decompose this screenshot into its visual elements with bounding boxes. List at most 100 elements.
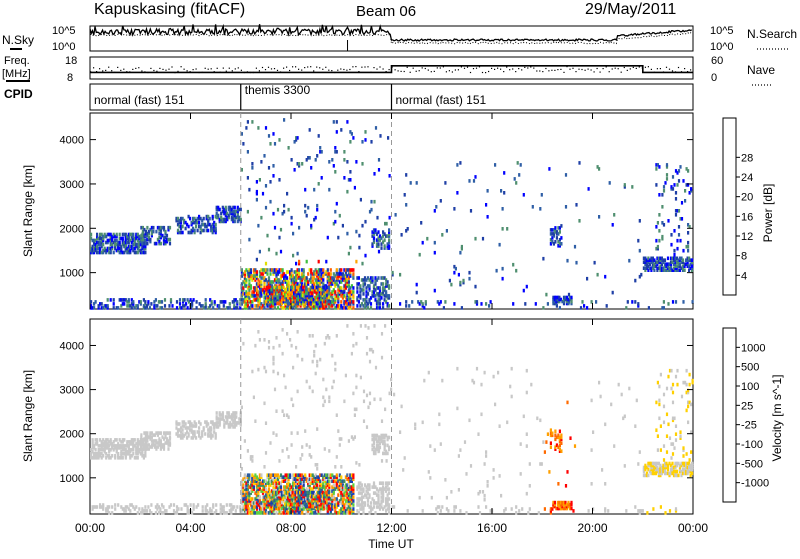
- echo-cell: [257, 368, 259, 372]
- echo-cell: [298, 226, 300, 230]
- nave-dot: [431, 71, 432, 72]
- power-colorbar-tick-label: 16: [741, 211, 753, 223]
- nave-dot: [419, 70, 420, 71]
- echo-cell: [229, 306, 231, 310]
- echo-cell: [160, 242, 162, 246]
- echo-cell: [369, 392, 371, 396]
- echo-cell: [443, 306, 445, 310]
- nave-dot: [271, 68, 272, 69]
- echo-cell: [278, 236, 280, 240]
- echo-cell: [388, 446, 390, 450]
- power-ylabel: Slant Range [km]: [21, 165, 35, 257]
- echo-cell: [655, 167, 657, 171]
- echo-cell: [440, 509, 442, 513]
- echo-cell: [269, 200, 271, 204]
- echo-cell: [381, 459, 383, 463]
- echo-cell: [253, 396, 255, 400]
- echo-cell: [322, 268, 324, 272]
- echo-cell: [150, 302, 152, 306]
- echo-cell: [687, 245, 689, 249]
- echo-cell: [352, 483, 354, 487]
- echo-cell: [539, 207, 541, 211]
- echo-cell: [301, 358, 303, 362]
- echo-cell: [259, 495, 261, 499]
- echo-cell: [594, 261, 596, 265]
- echo-cell: [263, 366, 265, 370]
- echo-cell: [291, 443, 293, 447]
- echo-cell: [96, 438, 98, 442]
- echo-cell: [215, 227, 217, 231]
- echo-cell: [646, 511, 648, 515]
- echo-cell: [664, 511, 666, 515]
- echo-cell: [356, 286, 358, 290]
- echo-cell: [349, 140, 351, 144]
- echo-cell: [179, 302, 181, 306]
- echo-cell: [663, 306, 665, 310]
- nave-dot: [334, 72, 335, 73]
- echo-cell: [687, 231, 689, 235]
- echo-cell: [426, 237, 428, 241]
- echo-cell: [277, 372, 279, 376]
- nave-dot: [560, 69, 561, 70]
- echo-cell: [388, 497, 390, 501]
- noise-left-tick-top: 10^5: [52, 25, 76, 37]
- echo-cell: [352, 294, 354, 298]
- nave-dot: [208, 69, 209, 70]
- echo-cell: [322, 378, 324, 382]
- nave-dot: [352, 66, 353, 67]
- nave-dot: [633, 67, 634, 68]
- echo-cell: [405, 203, 407, 207]
- echo-cell: [146, 226, 148, 230]
- nave-dot: [690, 69, 691, 70]
- echo-cell: [360, 324, 362, 328]
- echo-cell: [263, 402, 265, 406]
- echo-cell: [288, 415, 290, 419]
- echo-cell: [316, 204, 318, 208]
- echo-cell: [670, 243, 672, 247]
- nave-dot: [307, 66, 308, 67]
- echo-cell: [583, 304, 585, 308]
- echo-cell: [291, 216, 293, 220]
- echo-cell: [355, 461, 357, 465]
- echo-cell: [666, 173, 668, 177]
- cpid-segment-label: themis 3300: [245, 83, 311, 97]
- echo-cell: [494, 163, 496, 167]
- echo-cell: [286, 276, 288, 280]
- echo-cell: [161, 306, 163, 310]
- echo-cell: [523, 193, 525, 197]
- echo-cell: [459, 509, 461, 513]
- echo-cell: [634, 300, 636, 304]
- echo-cell: [449, 279, 451, 283]
- echo-cell: [554, 501, 556, 505]
- echo-cell: [352, 268, 354, 272]
- echo-cell: [96, 505, 98, 509]
- echo-cell: [251, 497, 253, 501]
- y-tick-label: 2000: [60, 223, 84, 235]
- echo-cell: [455, 267, 457, 271]
- nave-dot: [295, 66, 296, 67]
- echo-cell: [245, 278, 247, 282]
- echo-cell: [348, 280, 350, 284]
- echo-cell: [340, 268, 342, 272]
- nave-dot: [126, 71, 127, 72]
- echo-cell: [663, 223, 665, 227]
- nave-dot: [395, 69, 396, 70]
- nave-dot: [199, 72, 200, 73]
- echo-cell: [485, 302, 487, 306]
- nave-dot: [361, 67, 362, 68]
- echo-cell: [309, 386, 311, 390]
- echo-cell: [169, 441, 171, 445]
- echo-cell: [405, 304, 407, 308]
- echo-cell: [210, 426, 212, 430]
- echo-cell: [488, 304, 490, 308]
- echo-cell: [334, 170, 336, 174]
- nave-dot: [259, 70, 260, 71]
- echo-cell: [527, 511, 529, 515]
- echo-cell: [242, 142, 244, 146]
- cpid-segment-label: normal (fast) 151: [396, 93, 487, 107]
- echo-cell: [352, 495, 354, 499]
- echo-cell: [256, 198, 258, 202]
- echo-cell: [336, 497, 338, 501]
- echo-cell: [107, 298, 109, 302]
- nave-dot: [581, 69, 582, 70]
